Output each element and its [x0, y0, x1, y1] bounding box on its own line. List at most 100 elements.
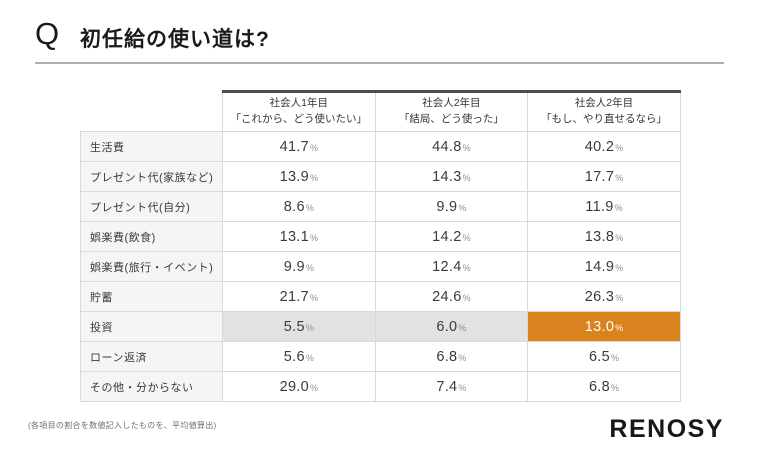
header-line1: 社会人1年目 — [269, 97, 328, 110]
value-cell: 13.1% — [222, 221, 376, 252]
table-row: プレゼント代(自分) 8.6% 9.9% 11.9% — [80, 191, 681, 222]
percent-sign: % — [611, 352, 620, 363]
header-row: 社会人1年目 「これから、どう使いたい」 社会人2年目 「結局、どう使った」 社… — [81, 90, 681, 132]
value-cell: 11.9% — [527, 191, 681, 222]
value-cell: 13.0% — [527, 311, 681, 342]
table-row: 投資 5.5% 6.0% 13.0% — [80, 311, 681, 342]
value-number: 6.8 — [588, 378, 610, 395]
percent-sign: % — [305, 202, 314, 213]
value-cell: 41.7% — [222, 131, 376, 162]
header-col-year1-intent: 社会人1年目 「これから、どう使いたい」 — [222, 90, 376, 132]
value-cell: 6.8% — [527, 371, 681, 402]
percent-sign: % — [615, 172, 624, 183]
percent-sign: % — [458, 382, 467, 393]
value-cell: 9.9% — [222, 251, 376, 282]
value-cell: 12.4% — [374, 251, 529, 282]
value-cell: 14.2% — [374, 221, 529, 252]
row-label: プレゼント代(自分) — [80, 191, 223, 222]
row-label: 娯楽費(旅行・イベント) — [80, 251, 223, 282]
percent-sign: % — [462, 292, 471, 303]
row-label: プレゼント代(家族など) — [80, 161, 223, 192]
table-row: 娯楽費(飲食) 13.1% 14.2% 13.8% — [80, 221, 681, 252]
value-cell: 13.9% — [222, 161, 376, 192]
header-col-year2-redo: 社会人2年目 「もし、やり直せるなら」 — [527, 90, 681, 132]
value-number: 8.6 — [283, 198, 305, 215]
value-number: 13.9 — [279, 168, 309, 185]
percent-sign: % — [615, 322, 624, 333]
value-number: 21.7 — [279, 288, 309, 305]
percent-sign: % — [305, 352, 314, 363]
value-number: 5.5 — [283, 318, 305, 335]
value-number: 9.9 — [436, 198, 458, 215]
value-number: 6.0 — [436, 318, 458, 335]
value-cell: 6.5% — [527, 341, 681, 372]
header-col-year2-actual: 社会人2年目 「結局、どう使った」 — [374, 90, 529, 132]
value-number: 14.2 — [432, 228, 462, 245]
value-cell: 7.4% — [374, 371, 529, 402]
header-line2: 「結局、どう使った」 — [398, 113, 504, 125]
value-cell: 5.6% — [222, 341, 376, 372]
percent-sign: % — [305, 322, 314, 333]
header-line1: 社会人2年目 — [422, 97, 481, 110]
row-label: 生活費 — [80, 131, 223, 162]
percent-sign: % — [614, 202, 623, 213]
percent-sign: % — [615, 142, 624, 153]
value-number: 44.8 — [432, 138, 462, 155]
value-cell: 14.3% — [374, 161, 529, 192]
value-number: 40.2 — [584, 138, 615, 155]
table-header: 社会人1年目 「これから、どう使いたい」 社会人2年目 「結局、どう使った」 社… — [81, 90, 681, 132]
table-body: 生活費 41.7% 44.8% 40.2% プレゼント代(家族など) 13.9% 14.3%… — [80, 131, 681, 402]
survey-table: 社会人1年目 「これから、どう使いたい」 社会人2年目 「結局、どう使った」 社… — [80, 90, 681, 402]
value-cell: 6.0% — [374, 311, 529, 342]
percent-sign: % — [615, 232, 624, 243]
value-number: 14.9 — [584, 258, 615, 275]
value-number: 5.6 — [283, 348, 305, 365]
header-blank-cell — [81, 92, 223, 132]
value-cell: 13.8% — [527, 221, 681, 252]
value-number: 6.8 — [436, 348, 458, 365]
percent-sign: % — [611, 382, 620, 393]
table-row: 貯蓄 21.7% 24.6% 26.3% — [80, 281, 681, 312]
table-row: ローン返済 5.6% 6.8% 6.5% — [80, 341, 681, 372]
value-cell: 17.7% — [527, 161, 681, 192]
value-number: 9.9 — [283, 258, 305, 275]
table-row: プレゼント代(家族など) 13.9% 14.3% 17.7% — [80, 161, 681, 192]
percent-sign: % — [310, 142, 319, 153]
percent-sign: % — [462, 142, 471, 153]
value-cell: 21.7% — [222, 281, 376, 312]
value-number: 13.8 — [584, 228, 615, 245]
table-row: 娯楽費(旅行・イベント) 9.9% 12.4% 14.9% — [80, 251, 681, 282]
row-label: 娯楽費(飲食) — [80, 221, 223, 252]
row-label: 投資 — [80, 311, 223, 342]
value-cell: 14.9% — [527, 251, 681, 282]
percent-sign: % — [462, 172, 471, 183]
question-mark-label: Q — [35, 16, 60, 51]
percent-sign: % — [310, 382, 319, 393]
value-number: 26.3 — [584, 288, 615, 305]
value-number: 11.9 — [585, 198, 614, 215]
table-row: その他・分からない 29.0% 7.4% 6.8% — [80, 371, 681, 402]
value-number: 6.5 — [588, 348, 610, 365]
value-number: 13.0 — [584, 318, 615, 335]
value-cell: 24.6% — [374, 281, 529, 312]
title-divider — [35, 62, 724, 64]
percent-sign: % — [615, 292, 624, 303]
value-number: 29.0 — [279, 378, 309, 395]
header-line1: 社会人2年目 — [574, 97, 634, 110]
value-number: 13.1 — [279, 228, 309, 245]
percent-sign: % — [458, 202, 467, 213]
value-cell: 9.9% — [374, 191, 529, 222]
value-number: 17.7 — [584, 168, 615, 185]
value-number: 41.7 — [279, 138, 309, 155]
page-title: 初任給の使い道は? — [80, 28, 270, 51]
percent-sign: % — [462, 232, 471, 243]
value-cell: 26.3% — [527, 281, 681, 312]
value-number: 12.4 — [432, 258, 462, 275]
footnote: (各項目の割合を数値記入したものを、平均値算出) — [28, 421, 217, 430]
percent-sign: % — [615, 262, 624, 273]
percent-sign: % — [462, 262, 471, 273]
percent-sign: % — [310, 172, 319, 183]
renosy-logo: RENOSY — [609, 415, 724, 443]
value-cell: 29.0% — [222, 371, 376, 402]
